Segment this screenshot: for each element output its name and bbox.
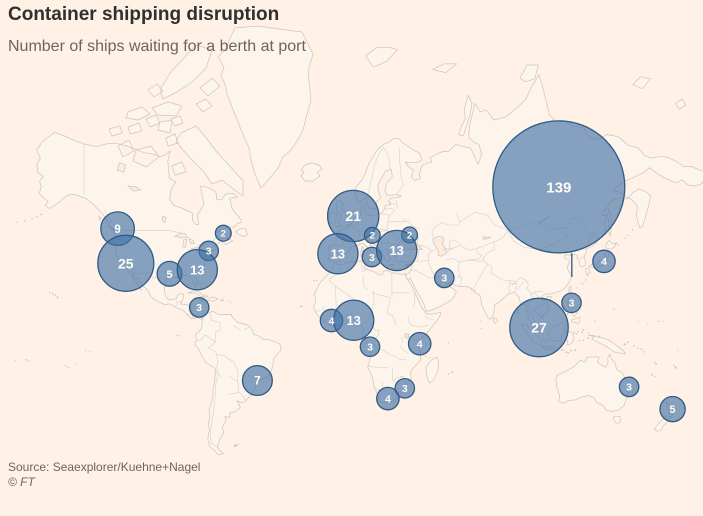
svg-text:5: 5 — [166, 269, 172, 281]
svg-text:13: 13 — [331, 246, 345, 261]
svg-text:7: 7 — [254, 376, 260, 388]
svg-text:3: 3 — [206, 246, 212, 258]
svg-text:5: 5 — [670, 404, 676, 416]
svg-text:2: 2 — [370, 231, 375, 242]
svg-text:25: 25 — [118, 255, 134, 271]
svg-text:2: 2 — [221, 229, 226, 240]
svg-text:3: 3 — [441, 273, 447, 285]
svg-text:9: 9 — [114, 224, 120, 236]
svg-text:139: 139 — [546, 179, 571, 196]
svg-text:21: 21 — [345, 208, 361, 224]
svg-text:13: 13 — [346, 313, 360, 328]
svg-text:2: 2 — [407, 230, 412, 241]
svg-text:3: 3 — [626, 382, 632, 394]
svg-text:4: 4 — [601, 256, 607, 268]
svg-text:4: 4 — [329, 315, 335, 327]
svg-text:13: 13 — [190, 262, 204, 277]
svg-text:3: 3 — [369, 252, 375, 264]
svg-text:13: 13 — [389, 243, 403, 258]
svg-text:3: 3 — [569, 298, 575, 310]
svg-text:3: 3 — [196, 302, 202, 314]
svg-text:4: 4 — [385, 393, 391, 405]
svg-text:4: 4 — [417, 338, 423, 350]
svg-text:27: 27 — [531, 320, 547, 336]
svg-text:3: 3 — [367, 341, 373, 353]
svg-text:3: 3 — [402, 383, 408, 395]
